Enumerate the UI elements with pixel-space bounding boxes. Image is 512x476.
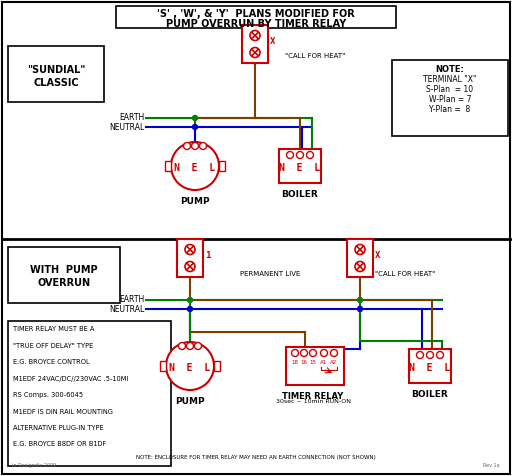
Text: WITH  PUMP: WITH PUMP bbox=[30, 265, 98, 275]
Text: X: X bbox=[375, 251, 380, 260]
Circle shape bbox=[357, 298, 362, 303]
Circle shape bbox=[321, 349, 328, 357]
Text: TIMER RELAY MUST BE A: TIMER RELAY MUST BE A bbox=[13, 326, 94, 332]
Circle shape bbox=[179, 343, 185, 349]
Circle shape bbox=[307, 151, 313, 159]
Circle shape bbox=[437, 351, 443, 358]
Circle shape bbox=[301, 349, 308, 357]
Circle shape bbox=[187, 298, 193, 303]
Bar bbox=[242, 25, 268, 63]
Text: E.G. BROYCE CONTROL: E.G. BROYCE CONTROL bbox=[13, 359, 90, 365]
Text: TERMINAL "X": TERMINAL "X" bbox=[423, 75, 477, 83]
Text: E.G. BROYCE B8DF OR B1DF: E.G. BROYCE B8DF OR B1DF bbox=[13, 442, 106, 447]
Circle shape bbox=[287, 151, 293, 159]
Text: 15: 15 bbox=[309, 360, 316, 365]
Bar bbox=[214, 361, 220, 371]
Text: M1EDF 24VAC/DC//230VAC .5-10MI: M1EDF 24VAC/DC//230VAC .5-10MI bbox=[13, 376, 128, 381]
Text: NEUTRAL: NEUTRAL bbox=[110, 305, 145, 314]
Circle shape bbox=[191, 142, 199, 149]
Text: PUMP OVERRUN BY TIMER RELAY: PUMP OVERRUN BY TIMER RELAY bbox=[166, 19, 346, 29]
Text: PUMP: PUMP bbox=[175, 397, 205, 406]
Circle shape bbox=[195, 343, 202, 349]
Text: ALTERNATIVE PLUG-IN TYPE: ALTERNATIVE PLUG-IN TYPE bbox=[13, 425, 103, 431]
Text: "CALL FOR HEAT": "CALL FOR HEAT" bbox=[285, 53, 345, 59]
Text: NEUTRAL: NEUTRAL bbox=[110, 122, 145, 131]
Text: M1EDF IS DIN RAIL MOUNTING: M1EDF IS DIN RAIL MOUNTING bbox=[13, 408, 113, 415]
Text: 18: 18 bbox=[291, 360, 298, 365]
Circle shape bbox=[193, 125, 198, 129]
Text: 1: 1 bbox=[205, 251, 210, 260]
Text: 16: 16 bbox=[301, 360, 308, 365]
Text: BOILER: BOILER bbox=[282, 190, 318, 199]
Text: W-Plan = 7: W-Plan = 7 bbox=[429, 95, 471, 103]
Bar bbox=[286, 347, 344, 385]
Text: N  E  L: N E L bbox=[280, 163, 321, 173]
Text: PUMP: PUMP bbox=[180, 197, 210, 206]
Circle shape bbox=[171, 142, 219, 190]
Text: A1: A1 bbox=[321, 360, 328, 365]
Text: "TRUE OFF DELAY" TYPE: "TRUE OFF DELAY" TYPE bbox=[13, 343, 93, 348]
Text: EARTH: EARTH bbox=[120, 296, 145, 305]
Bar bbox=[160, 361, 166, 371]
Bar bbox=[219, 161, 225, 171]
Text: EARTH: EARTH bbox=[120, 113, 145, 122]
Circle shape bbox=[416, 351, 423, 358]
Text: OVERRUN: OVERRUN bbox=[37, 278, 91, 288]
Circle shape bbox=[183, 142, 190, 149]
Circle shape bbox=[296, 151, 304, 159]
Bar bbox=[347, 239, 373, 277]
Text: TIMER RELAY: TIMER RELAY bbox=[283, 392, 344, 401]
Text: Y-Plan =  8: Y-Plan = 8 bbox=[430, 105, 471, 113]
Circle shape bbox=[200, 142, 206, 149]
Circle shape bbox=[250, 48, 260, 58]
Bar bbox=[279, 149, 321, 183]
Text: NOTE:: NOTE: bbox=[436, 65, 464, 73]
Bar bbox=[177, 239, 203, 277]
Circle shape bbox=[309, 349, 316, 357]
Circle shape bbox=[193, 116, 198, 120]
Text: NOTE: ENCLOSURE FOR TIMER RELAY MAY NEED AN EARTH CONNECTION (NOT SHOWN): NOTE: ENCLOSURE FOR TIMER RELAY MAY NEED… bbox=[136, 456, 376, 460]
Text: "SUNDIAL": "SUNDIAL" bbox=[27, 65, 85, 75]
Text: 30sec ~ 10min RUN-ON: 30sec ~ 10min RUN-ON bbox=[275, 399, 351, 404]
Circle shape bbox=[357, 307, 362, 311]
Bar bbox=[165, 161, 171, 171]
Text: X: X bbox=[270, 38, 275, 47]
Bar bbox=[392, 60, 508, 136]
Text: N  E  L: N E L bbox=[175, 163, 216, 173]
Bar bbox=[116, 6, 396, 28]
Circle shape bbox=[426, 351, 434, 358]
Circle shape bbox=[291, 349, 298, 357]
Circle shape bbox=[355, 261, 365, 271]
Text: CLASSIC: CLASSIC bbox=[33, 78, 79, 88]
Circle shape bbox=[331, 349, 337, 357]
Bar bbox=[409, 349, 451, 383]
Text: N  E  L: N E L bbox=[169, 363, 210, 373]
Text: N  E  L: N E L bbox=[410, 363, 451, 373]
Circle shape bbox=[186, 343, 194, 349]
Circle shape bbox=[355, 245, 365, 255]
Text: S-Plan  = 10: S-Plan = 10 bbox=[426, 85, 474, 93]
Text: BOILER: BOILER bbox=[412, 390, 449, 399]
Text: A2: A2 bbox=[330, 360, 337, 365]
Text: RS Comps. 300-6045: RS Comps. 300-6045 bbox=[13, 392, 83, 398]
Bar bbox=[8, 321, 171, 466]
Text: "CALL FOR HEAT": "CALL FOR HEAT" bbox=[375, 271, 435, 277]
Circle shape bbox=[187, 307, 193, 311]
Circle shape bbox=[166, 342, 214, 390]
Bar bbox=[8, 46, 104, 102]
Bar bbox=[8, 247, 120, 303]
Text: 'S' , 'W', & 'Y'  PLANS MODIFIED FOR: 'S' , 'W', & 'Y' PLANS MODIFIED FOR bbox=[157, 9, 355, 19]
Text: in Designdix 2009: in Designdix 2009 bbox=[12, 463, 56, 468]
Text: PERMANENT LIVE: PERMANENT LIVE bbox=[240, 271, 300, 277]
Circle shape bbox=[185, 245, 195, 255]
Circle shape bbox=[250, 30, 260, 40]
Circle shape bbox=[185, 261, 195, 271]
Text: Rev 1a: Rev 1a bbox=[483, 463, 500, 468]
